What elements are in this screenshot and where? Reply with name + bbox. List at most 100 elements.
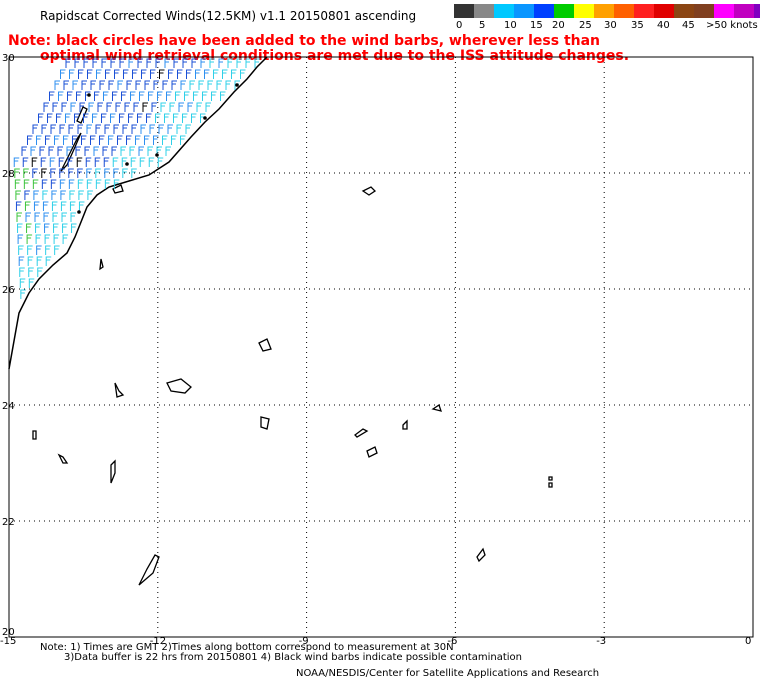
island	[166, 378, 192, 394]
wind-barb	[47, 113, 53, 123]
wind-barb	[63, 80, 69, 90]
wind-barb	[86, 179, 93, 189]
wind-barb	[86, 124, 92, 134]
wind-barb	[27, 135, 33, 145]
wind-barb	[140, 124, 146, 134]
wind-speed-legend: 0 5 10 15 20 25 30 35 40 45 >50 knots	[454, 4, 760, 32]
wind-barb	[39, 146, 45, 156]
wind-barb	[156, 146, 162, 156]
wind-barb	[37, 267, 43, 277]
wind-barb	[112, 157, 119, 167]
wind-barb	[220, 91, 226, 101]
legend-swatch	[634, 4, 654, 18]
wind-barb	[159, 69, 165, 79]
wind-barb	[135, 80, 141, 90]
wind-barb	[51, 190, 57, 200]
wind-barb	[142, 102, 148, 112]
wind-barb	[61, 102, 67, 112]
latitude-labels: 30 28 26 24 22 20	[2, 53, 15, 638]
wind-barb	[54, 245, 60, 255]
wind-barb	[173, 113, 179, 123]
wind-barb	[155, 58, 161, 68]
wind-barb	[162, 80, 168, 90]
wind-barb	[131, 124, 137, 134]
wind-barb	[162, 135, 168, 145]
wind-barb	[43, 102, 49, 112]
wind-barb	[110, 113, 116, 123]
wind-barb	[63, 135, 69, 145]
wind-barb	[67, 91, 73, 101]
wind-barb	[56, 113, 62, 123]
wind-barb	[168, 69, 174, 79]
wind-barb	[117, 135, 123, 145]
wind-barb	[68, 179, 75, 189]
note-line-1: Note: black circles have been added to t…	[8, 33, 601, 49]
wind-barb	[94, 157, 101, 167]
legend-label: 20	[552, 20, 565, 31]
wind-barb	[31, 157, 38, 167]
wind-barb	[131, 168, 137, 178]
wind-barb	[122, 168, 128, 178]
wind-barb	[34, 212, 40, 222]
wind-barb	[184, 91, 190, 101]
wind-barb	[19, 267, 25, 277]
wind-barb	[216, 80, 222, 90]
wind-barb	[108, 135, 114, 145]
wind-barb	[200, 58, 206, 68]
wind-barb	[186, 69, 192, 79]
legend-label: 30	[604, 20, 617, 31]
lon-tick-label: -9	[299, 636, 309, 647]
wind-barb	[95, 179, 102, 189]
island	[32, 430, 37, 440]
legend-label: 35	[631, 20, 644, 31]
wind-barb	[209, 58, 215, 68]
chart-title: Rapidscat Corrected Winds(12.5KM) v1.1 2…	[40, 9, 417, 23]
legend-swatch	[454, 4, 474, 18]
wind-barb	[211, 91, 217, 101]
coastline	[8, 56, 268, 370]
wind-barb	[202, 91, 208, 101]
wind-barb	[164, 58, 170, 68]
wind-barb	[90, 80, 96, 90]
island	[366, 446, 378, 458]
wind-barb	[54, 135, 60, 145]
wind-barb	[44, 223, 50, 233]
wind-barb	[196, 102, 202, 112]
lat-tick-label: 30	[2, 53, 15, 64]
wind-barb	[126, 80, 132, 90]
note-line-2: optimal wind retrieval conditions are me…	[40, 48, 630, 64]
wind-barb	[160, 102, 166, 112]
contamination-note: Note: black circles have been added to t…	[8, 34, 629, 64]
wind-barb	[157, 157, 164, 167]
lon-tick-label: 0	[745, 636, 751, 647]
wind-barb	[112, 91, 118, 101]
wind-barb	[189, 80, 195, 90]
legend-swatch	[474, 4, 494, 18]
wind-barb	[60, 201, 67, 211]
wind-barb	[104, 168, 110, 178]
wind-barb	[28, 278, 35, 288]
island	[354, 428, 369, 438]
wind-barb	[17, 223, 23, 233]
wind-barb	[50, 179, 57, 189]
wind-barb	[114, 69, 120, 79]
wind-barb	[32, 168, 38, 178]
lon-tick-label: -15	[0, 636, 16, 647]
wind-barb	[84, 146, 90, 156]
wind-barb	[19, 278, 26, 288]
island	[258, 338, 272, 352]
wind-barb	[195, 69, 201, 79]
wind-barb	[205, 102, 211, 112]
wind-barb	[58, 91, 64, 101]
island	[431, 403, 442, 412]
wind-barb	[169, 102, 175, 112]
wind-barb	[52, 212, 58, 222]
wind-barb	[69, 69, 75, 79]
contamination-circle	[155, 153, 159, 157]
wind-barb	[222, 69, 228, 79]
wind-barb	[176, 124, 182, 134]
wind-barb	[33, 201, 40, 211]
wind-barb	[41, 124, 47, 134]
wind-barb	[218, 58, 224, 68]
wind-barb	[77, 179, 84, 189]
